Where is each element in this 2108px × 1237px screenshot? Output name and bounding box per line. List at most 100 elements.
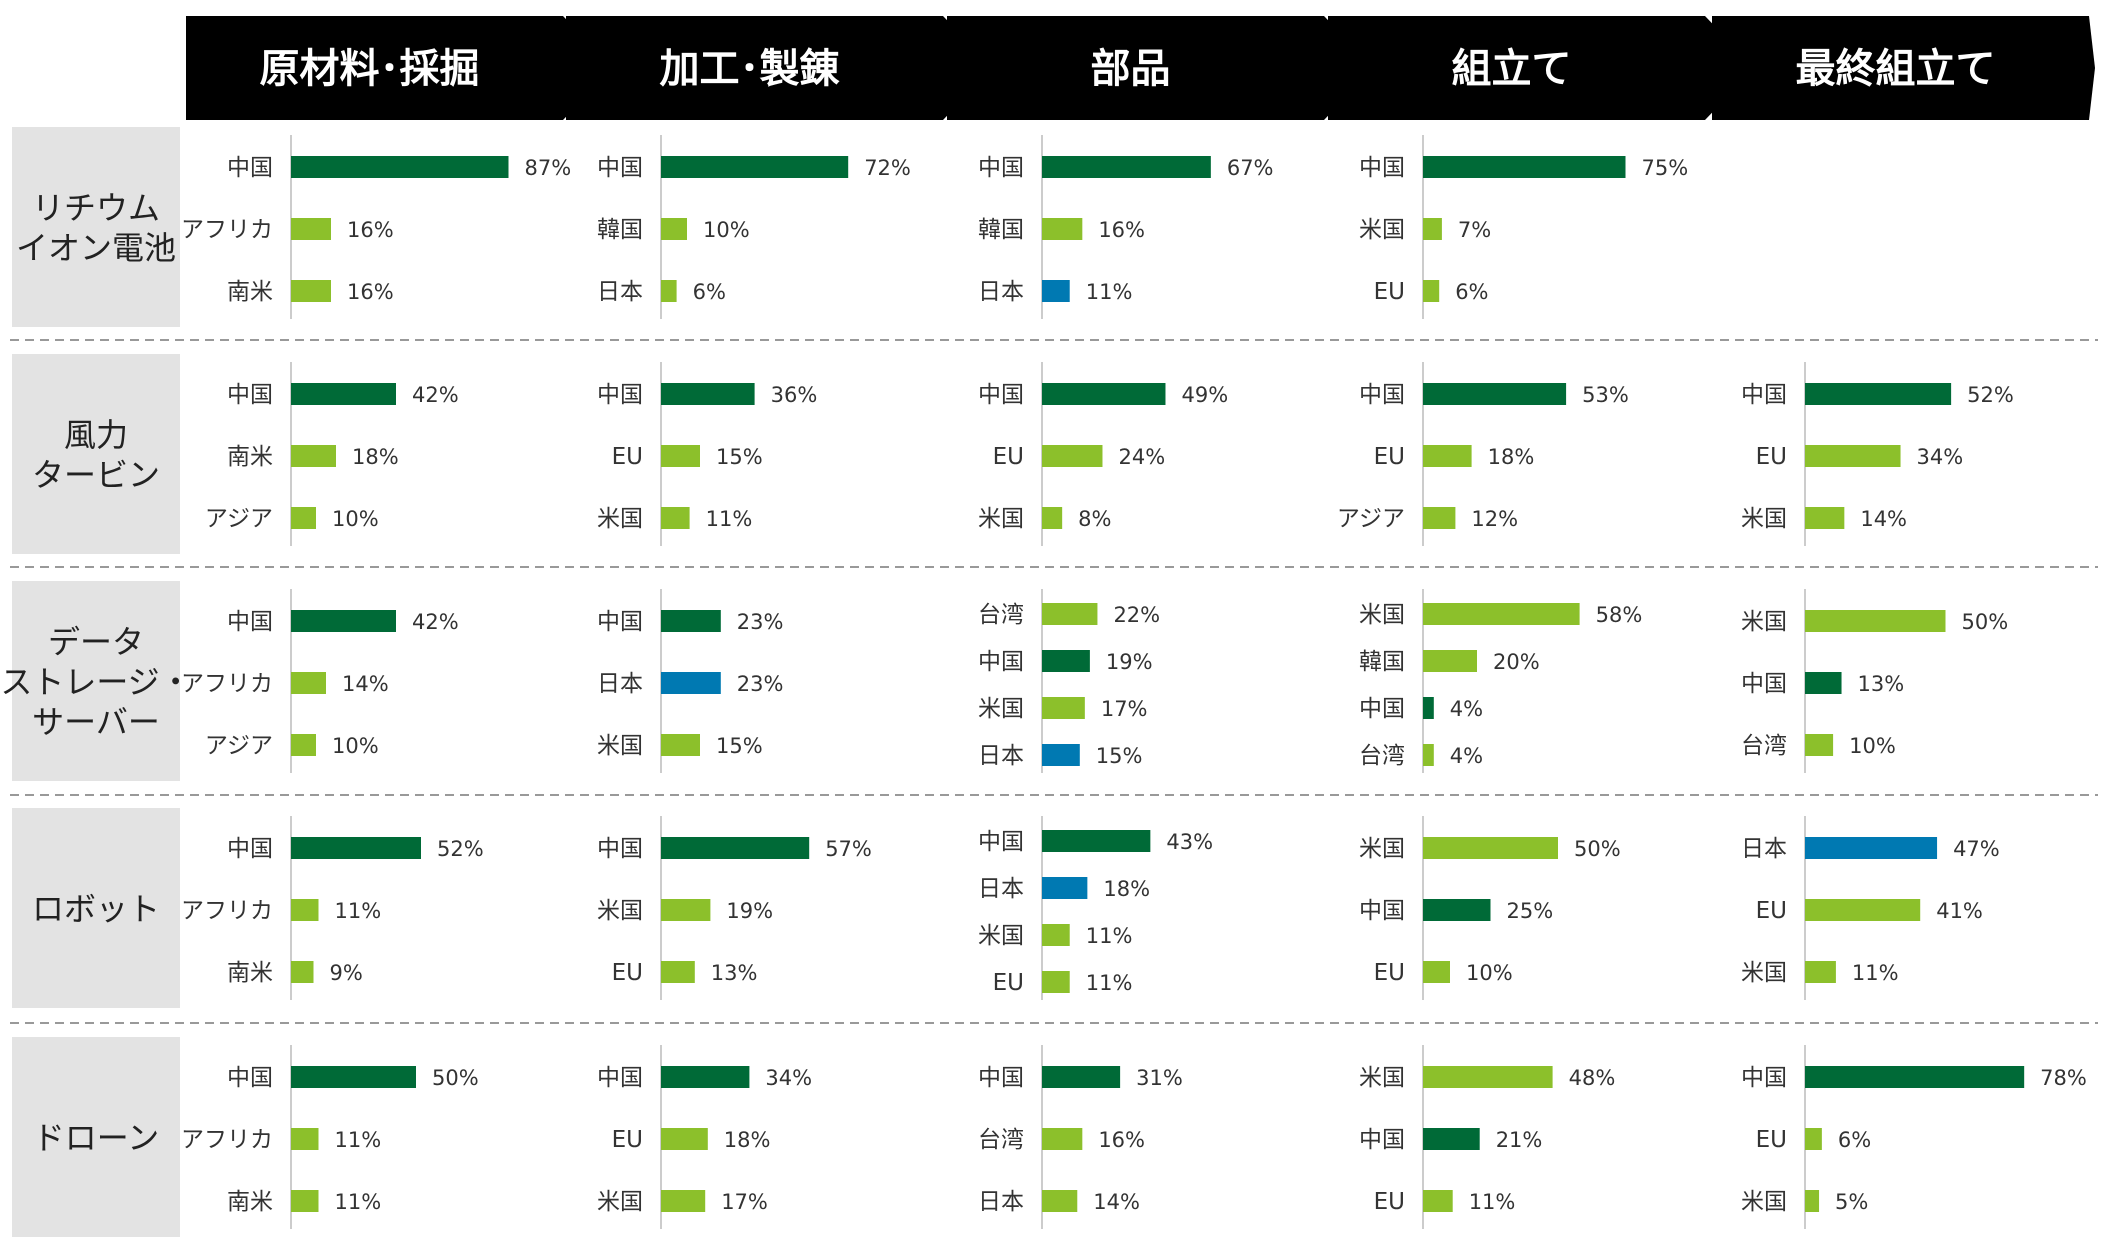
stage-header-label: 加工･製錬 <box>660 46 841 92</box>
value-label: 19% <box>1106 650 1153 674</box>
bar <box>1042 697 1085 719</box>
category-label: 中国 <box>1359 696 1405 722</box>
category-label: 中国 <box>978 382 1024 408</box>
bar <box>1805 445 1901 467</box>
category-label: 日本 <box>597 671 643 697</box>
value-label: 20% <box>1493 650 1540 674</box>
row-label: データストレージ・サーバー <box>0 623 191 741</box>
bar <box>1042 650 1090 672</box>
value-label: 36% <box>771 383 818 407</box>
category-label: 韓国 <box>597 217 643 243</box>
bar <box>291 1190 319 1212</box>
bar <box>1042 603 1098 625</box>
category-label: 米国 <box>1741 609 1787 635</box>
stage-header-label: 部品 <box>1091 46 1171 92</box>
category-label: 中国 <box>227 155 273 181</box>
bar <box>1423 837 1558 859</box>
value-label: 42% <box>412 610 459 634</box>
value-label: 43% <box>1166 830 1213 854</box>
row-label-box <box>12 581 180 781</box>
value-label: 49% <box>1181 383 1228 407</box>
bar <box>1423 899 1491 921</box>
bar <box>1805 610 1946 632</box>
value-label: 78% <box>2040 1066 2087 1090</box>
category-label: アジア <box>205 506 273 532</box>
bar <box>1805 383 1952 405</box>
bar <box>1805 1128 1822 1150</box>
category-label: EU <box>1374 960 1405 986</box>
bar <box>1042 971 1070 993</box>
row-label-box <box>12 1037 180 1237</box>
value-label: 6% <box>1455 280 1488 304</box>
category-label: 南米 <box>227 279 273 305</box>
stage-header-label: 原材料･採掘 <box>260 46 480 92</box>
value-label: 24% <box>1118 445 1165 469</box>
bar <box>661 899 711 921</box>
value-label: 10% <box>1849 734 1896 758</box>
value-label: 34% <box>1917 445 1964 469</box>
bar <box>1423 445 1472 467</box>
bar <box>661 507 690 529</box>
bar <box>1042 507 1063 529</box>
value-label: 14% <box>342 672 389 696</box>
bar <box>1805 734 1834 756</box>
bar <box>291 445 336 467</box>
category-label: アフリカ <box>181 1127 273 1153</box>
value-label: 16% <box>347 280 394 304</box>
category-label: 日本 <box>597 279 643 305</box>
value-label: 72% <box>864 156 911 180</box>
category-label: EU <box>993 444 1024 470</box>
value-label: 6% <box>693 280 726 304</box>
value-label: 16% <box>347 218 394 242</box>
value-label: 13% <box>711 961 758 985</box>
value-label: 58% <box>1596 603 1643 627</box>
value-label: 4% <box>1450 697 1483 721</box>
bar <box>1423 1128 1480 1150</box>
bar <box>1042 156 1211 178</box>
value-label: 14% <box>1860 507 1907 531</box>
value-label: 11% <box>335 899 382 923</box>
category-label: 米国 <box>597 506 643 532</box>
category-label: アフリカ <box>181 217 273 243</box>
bar <box>291 507 316 529</box>
value-label: 11% <box>335 1190 382 1214</box>
value-label: 48% <box>1569 1066 1616 1090</box>
category-label: 中国 <box>227 1065 273 1091</box>
bar <box>291 734 316 756</box>
stage-header-4 <box>1328 16 1755 120</box>
category-label: EU <box>1374 444 1405 470</box>
value-label: 18% <box>724 1128 771 1152</box>
stage-header-label: 組立て <box>1452 46 1572 92</box>
category-label: 中国 <box>1359 155 1405 181</box>
row-label-box <box>12 127 180 327</box>
bar <box>1805 1066 2025 1088</box>
category-label: 韓国 <box>1359 649 1405 675</box>
value-label: 11% <box>1852 961 1899 985</box>
bar <box>1042 1128 1083 1150</box>
category-label: 米国 <box>1359 1065 1405 1091</box>
category-label: 中国 <box>227 382 273 408</box>
value-label: 16% <box>1098 1128 1145 1152</box>
bar <box>1042 877 1088 899</box>
category-label: 中国 <box>597 836 643 862</box>
bar <box>661 837 810 859</box>
value-label: 67% <box>1227 156 1274 180</box>
bar <box>291 383 396 405</box>
value-label: 18% <box>352 445 399 469</box>
bar <box>1042 383 1166 405</box>
bar <box>1042 218 1083 240</box>
category-label: 日本 <box>978 743 1024 769</box>
category-label: 米国 <box>597 1189 643 1215</box>
value-label: 21% <box>1496 1128 1543 1152</box>
bar <box>291 899 319 921</box>
bar <box>1423 1066 1553 1088</box>
row-label: ロボット <box>32 890 160 928</box>
value-label: 19% <box>726 899 773 923</box>
category-label: EU <box>1374 279 1405 305</box>
bar <box>661 672 721 694</box>
category-label: 中国 <box>597 382 643 408</box>
bar <box>1423 218 1442 240</box>
category-label: 米国 <box>978 506 1024 532</box>
category-label: 日本 <box>978 279 1024 305</box>
value-label: 5% <box>1835 1190 1868 1214</box>
